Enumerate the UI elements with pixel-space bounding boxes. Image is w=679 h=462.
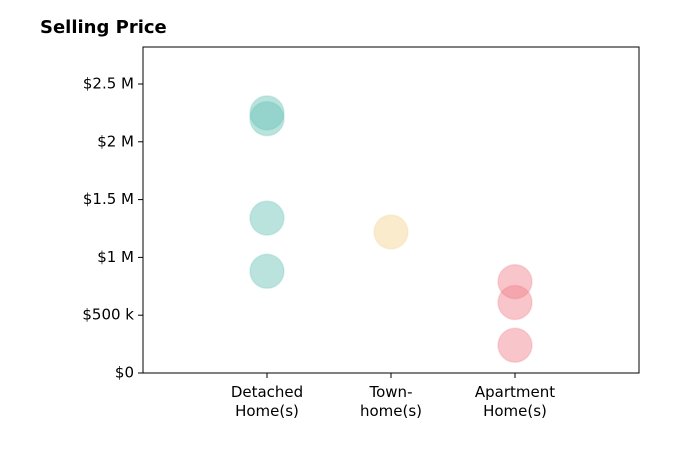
y-tick-label: $1.5 M <box>83 190 134 208</box>
x-tick-label: Town-home(s) <box>360 383 422 420</box>
x-tick-label: Detached Home(s) <box>231 383 303 420</box>
y-tick-label: $1 M <box>97 248 134 266</box>
y-tick-label: $2 M <box>97 132 134 150</box>
dot <box>497 327 533 364</box>
chart-title: Selling Price <box>40 17 167 38</box>
dot <box>249 95 285 131</box>
y-tick-label: $500 k <box>82 306 134 324</box>
dot <box>373 214 409 250</box>
dot <box>497 284 533 321</box>
plot-frame <box>142 46 640 374</box>
x-tick-label: Apartment Home(s) <box>475 383 555 420</box>
dot <box>249 253 285 290</box>
y-tick-label: $0 <box>115 364 134 382</box>
dot <box>249 200 285 236</box>
dot <box>497 263 533 300</box>
dot <box>249 100 285 137</box>
y-tick-label: $2.5 M <box>83 74 134 92</box>
